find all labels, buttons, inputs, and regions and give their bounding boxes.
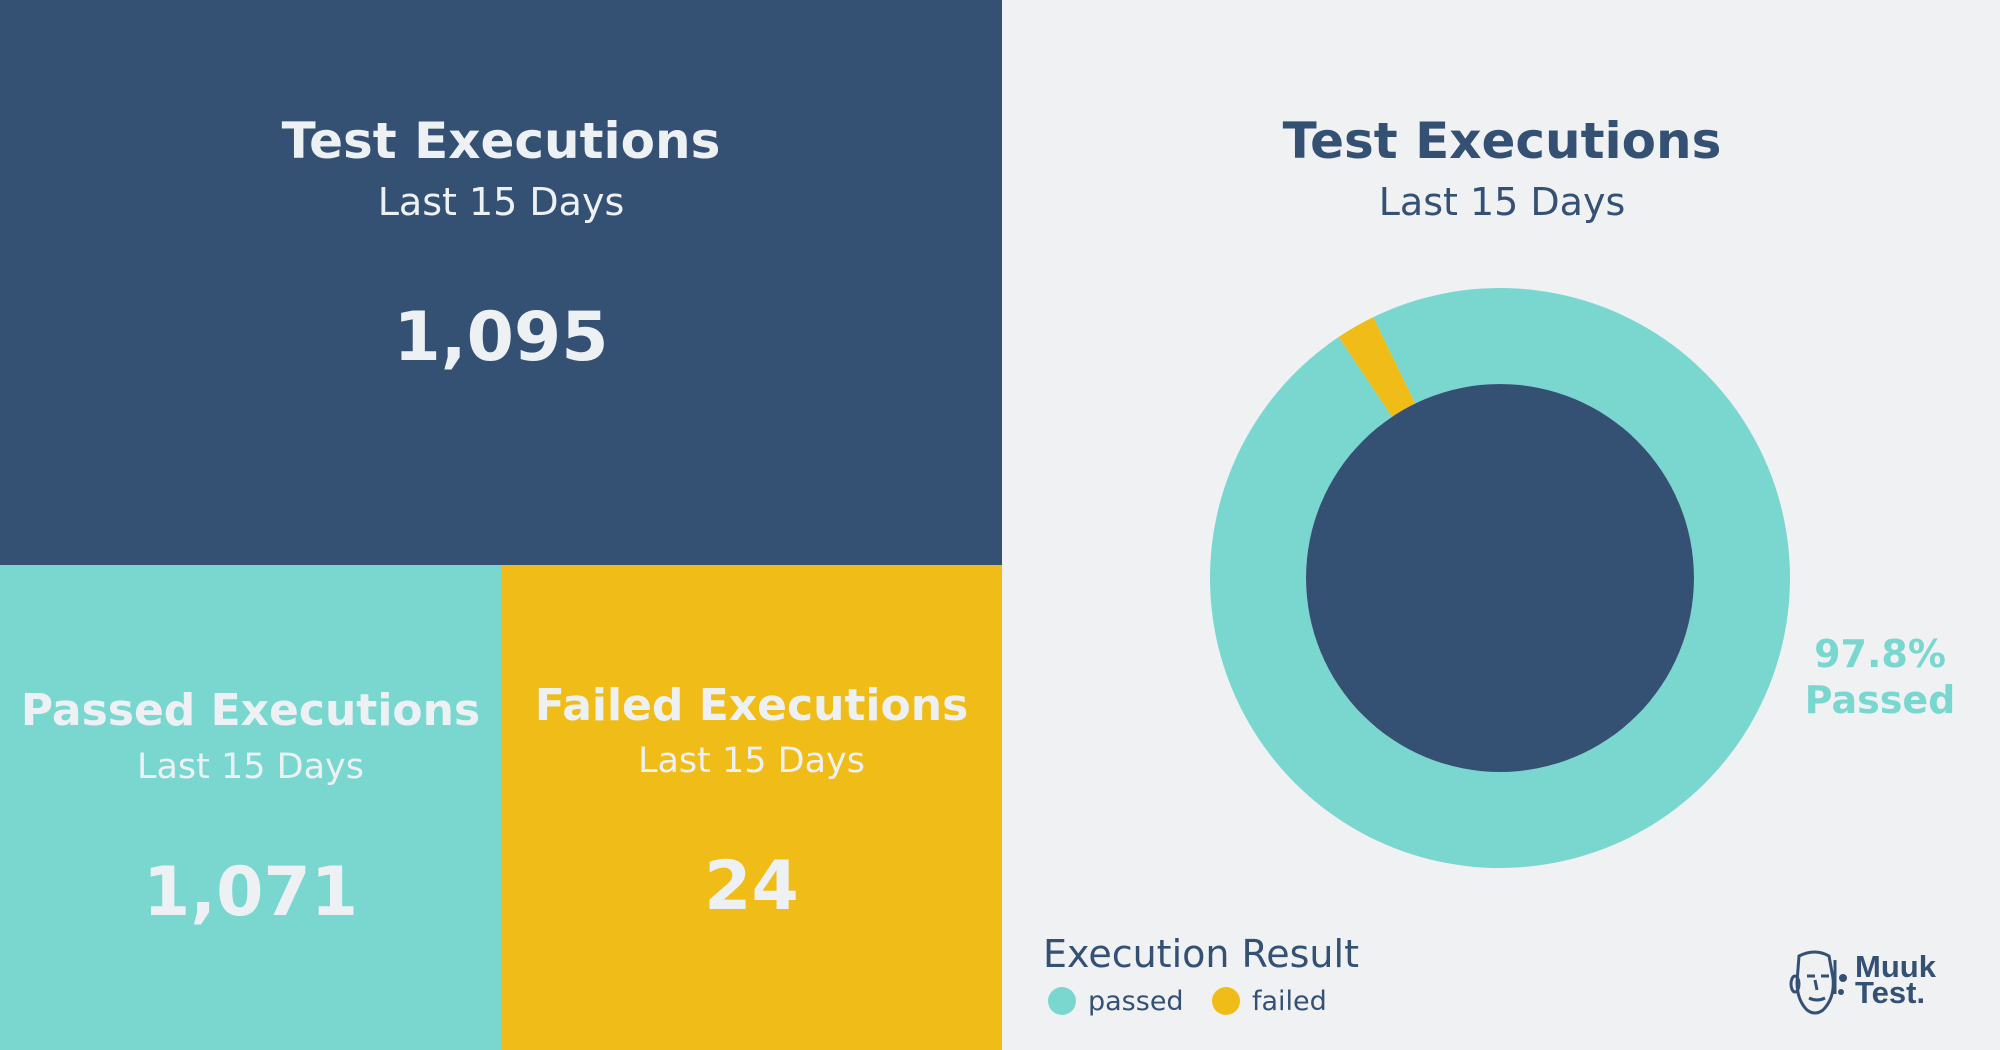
muuktest-logo: Muuk Test.	[1785, 948, 1965, 1018]
logo-line-2: Test.	[1855, 975, 1926, 1010]
total-executions-subtitle: Last 15 Days	[377, 180, 625, 224]
logo-wordmark: Muuk Test.	[1855, 949, 1936, 1010]
passed-executions-value: 1,071	[142, 853, 359, 932]
passed-executions-title: Passed Executions	[20, 685, 481, 736]
chart-title: Test Executions	[1282, 112, 1722, 170]
passed-executions-tile: Passed Executions Last 15 Days 1,071	[0, 565, 501, 1050]
chart-subtitle: Last 15 Days	[1378, 180, 1626, 224]
legend-dot-passed	[1048, 987, 1076, 1015]
passed-executions-subtitle: Last 15 Days	[136, 747, 365, 787]
execution-result-chart-panel: Test Executions Last 15 Days	[1002, 0, 2000, 1050]
total-executions-title: Test Executions	[281, 112, 721, 170]
percentage-value: 97.8%	[1814, 632, 1946, 676]
legend-dot-failed	[1212, 987, 1240, 1015]
legend-title: Execution Result	[1043, 932, 1359, 976]
donut-percentage-label: 97.8% Passed	[1780, 632, 1980, 723]
legend-item-passed: passed	[1048, 985, 1184, 1017]
failed-executions-tile: Failed Executions Last 15 Days 24	[501, 565, 1002, 1050]
legend-label-passed: passed	[1088, 985, 1184, 1017]
donut-center	[1306, 384, 1694, 772]
donut-slice-failed	[1338, 317, 1416, 417]
failed-executions-title: Failed Executions	[534, 680, 969, 731]
logo-line-1: Muuk	[1855, 949, 1936, 984]
legend-label-failed: failed	[1252, 985, 1327, 1017]
failed-executions-subtitle: Last 15 Days	[637, 741, 866, 781]
percentage-caption: Passed	[1804, 677, 1956, 722]
total-executions-value: 1,095	[393, 298, 609, 377]
robot-face-icon	[1789, 950, 1847, 1015]
failed-executions-value: 24	[704, 847, 799, 926]
legend-item-failed: failed	[1212, 985, 1327, 1017]
donut-slice-passed	[1209, 288, 1790, 868]
total-executions-tile: Test Executions Last 15 Days 1,095	[0, 0, 1002, 565]
